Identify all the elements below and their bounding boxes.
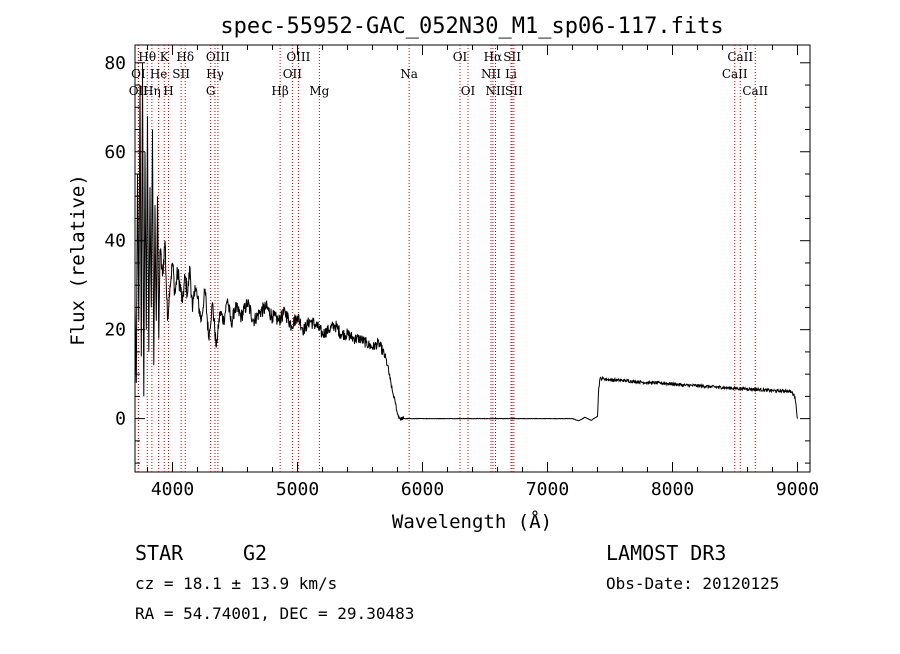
line-marker-label: Hγ <box>206 67 224 81</box>
y-axis-ticks: 0 20 40 60 80 <box>104 53 810 464</box>
y-tick-label: 80 <box>104 53 126 74</box>
line-marker-label: OII <box>283 67 303 81</box>
line-marker-label: OIII <box>206 50 230 64</box>
line-marker-group <box>137 45 756 472</box>
line-marker-label: Hη <box>143 84 161 98</box>
line-marker-label: Li <box>505 67 517 81</box>
x-axis-ticks: 4000 5000 6000 7000 8000 9000 <box>147 45 819 500</box>
line-marker-label: OIII <box>286 50 310 64</box>
line-marker-label: SII <box>505 84 523 98</box>
line-marker-label: G <box>206 84 216 98</box>
x-tick-label: 9000 <box>776 479 819 500</box>
line-marker-label: Mg <box>309 84 329 98</box>
plot-frame <box>134 44 811 473</box>
x-tick-label: 6000 <box>401 479 444 500</box>
x-tick-label: 4000 <box>151 479 194 500</box>
line-marker-label: SII <box>172 67 190 81</box>
line-marker-label: K <box>160 50 170 64</box>
x-axis-label: Wavelength (Å) <box>392 510 552 533</box>
line-marker-label: OI <box>461 84 476 98</box>
survey-name: LAMOST DR3 <box>606 541 726 565</box>
line-marker-label-group: OI OII Hθ He Hη Hδ K H SII OIII Hγ G Hβ OIII OII Mg Na OI… <box>129 50 769 98</box>
line-marker-label: H <box>163 84 173 98</box>
line-marker-label: Hδ <box>176 50 194 64</box>
object-subclass: G2 <box>243 541 267 565</box>
x-tick-label: 8000 <box>651 479 694 500</box>
line-marker-label: OI <box>131 67 146 81</box>
redshift-cz: cz = 18.1 ± 13.9 km/s <box>135 574 337 593</box>
line-marker-label: NII <box>486 84 506 98</box>
spectrum-series-group <box>134 62 798 422</box>
line-marker-label: OII <box>129 84 149 98</box>
y-tick-label: 60 <box>104 142 126 163</box>
line-marker-label: Hα <box>484 50 503 64</box>
y-tick-label: 20 <box>104 320 126 341</box>
spectrum-line <box>134 62 798 422</box>
y-tick-label: 0 <box>115 409 126 430</box>
line-marker-label: SII <box>503 50 521 64</box>
line-marker-label: Na <box>400 67 418 81</box>
line-marker-label: CaII <box>727 50 753 64</box>
coordinates: RA = 54.74001, DEC = 29.30483 <box>135 604 414 623</box>
line-marker-label: NII <box>481 67 501 81</box>
y-axis-label: Flux (relative) <box>67 174 89 346</box>
line-marker-label: CaII <box>742 84 768 98</box>
x-tick-label: 7000 <box>526 479 569 500</box>
observation-date: Obs-Date: 20120125 <box>606 574 779 593</box>
line-marker-label: Hβ <box>271 84 288 98</box>
x-tick-label: 5000 <box>276 479 319 500</box>
line-marker-label: OI <box>453 50 468 64</box>
chart-title: spec-55952-GAC_052N30_M1_sp06-117.fits <box>220 14 723 39</box>
line-marker-label: He <box>150 67 168 81</box>
y-tick-label: 40 <box>104 231 126 252</box>
object-class: STAR <box>135 541 184 565</box>
line-marker-label: Hθ <box>138 50 156 64</box>
line-marker-label: CaII <box>722 67 748 81</box>
